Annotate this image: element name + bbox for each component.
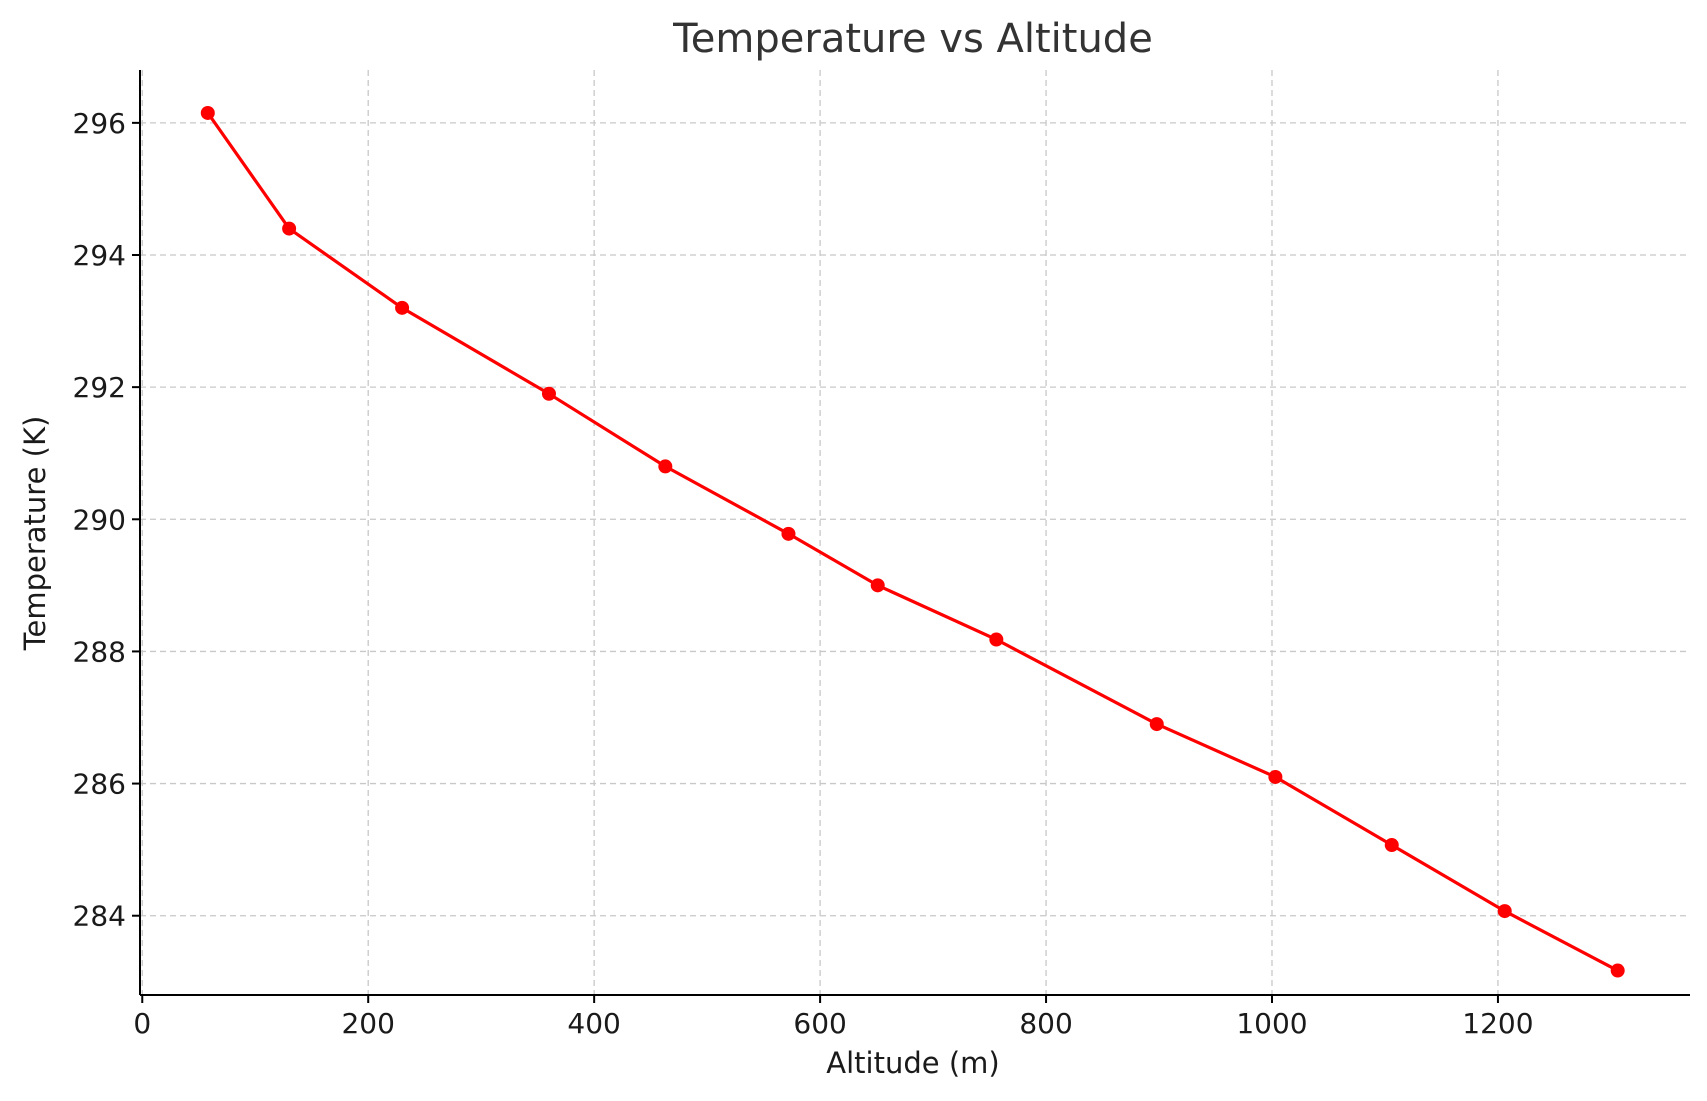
x-tick-label: 0: [133, 1007, 151, 1040]
x-tick-label: 1200: [1462, 1007, 1533, 1040]
x-tick-label: 1000: [1236, 1007, 1307, 1040]
data-point: [541, 386, 556, 401]
ticks: 0 200 400 600 800 1000 1200 284 286 288 290 292 294 2…: [73, 107, 1534, 1040]
data-point: [1149, 717, 1164, 732]
series-group: [200, 105, 1625, 978]
y-tick-label: 286: [73, 768, 126, 801]
y-tick-label: 288: [73, 635, 126, 668]
data-point: [395, 300, 410, 315]
data-point: [1610, 963, 1625, 978]
x-tick-label: 800: [1019, 1007, 1072, 1040]
data-point: [1268, 769, 1283, 784]
data-point: [658, 459, 673, 474]
data-point: [1384, 838, 1399, 853]
x-tick-label: 600: [793, 1007, 846, 1040]
x-tick-label: 400: [567, 1007, 620, 1040]
y-tick-label: 296: [73, 107, 126, 140]
data-point: [870, 578, 885, 593]
y-tick-label: 294: [73, 239, 126, 272]
y-axis-label: Temperature (K): [18, 416, 52, 652]
data-point: [200, 105, 215, 120]
data-point: [781, 526, 796, 541]
x-axis-label: Altitude (m): [826, 1046, 999, 1080]
y-tick-label: 292: [73, 371, 126, 404]
data-point: [282, 221, 297, 236]
data-point: [989, 632, 1004, 647]
data-point: [1497, 904, 1512, 919]
y-tick-label: 284: [73, 900, 126, 933]
chart-title: Temperature vs Altitude: [672, 16, 1153, 62]
grid: [140, 70, 1690, 995]
y-tick-label: 290: [73, 503, 126, 536]
x-tick-label: 200: [341, 1007, 394, 1040]
series-line: [206, 111, 1619, 973]
